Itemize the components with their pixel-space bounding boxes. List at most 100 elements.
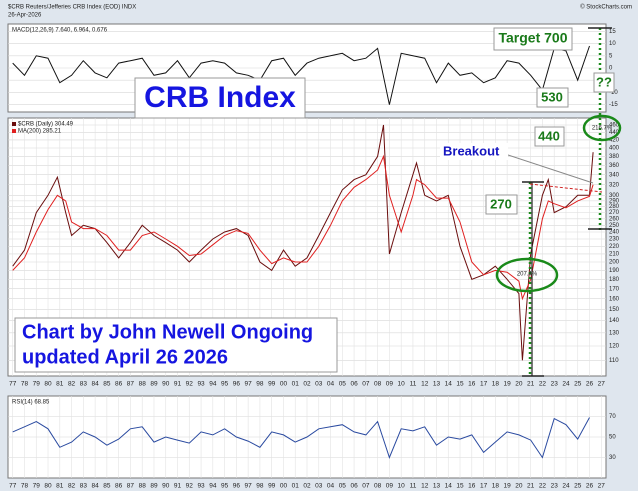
x-tick-label: 81 [56,483,64,490]
x-tick-label: 23 [551,483,559,490]
x-tick-label: 80 [44,483,52,490]
x-tick-label: 16 [468,381,476,388]
x-tick-label: 20 [515,381,523,388]
x-tick-label: 27 [598,381,606,388]
x-tick-label: 86 [115,381,123,388]
y-tick-label: 10 [609,41,616,47]
x-tick-label: 08 [374,483,382,490]
x-tick-label: 06 [350,483,358,490]
x-tick-label: 17 [480,381,488,388]
y-tick-label: 440 [609,130,620,136]
x-tick-label: 79 [33,483,41,490]
x-tick-label: 94 [209,381,217,388]
y-tick-label: 320 [609,182,620,188]
x-tick-label: 98 [256,381,264,388]
x-tick-label: 00 [280,381,288,388]
x-tick-label: 15 [456,381,464,388]
chart-title: $CRB Reuters/Jefferies CRB Index (EOD) I… [8,5,136,11]
x-tick-label: 85 [103,483,111,490]
legend-label: $CRB (Daily) 304.49 [18,122,74,128]
x-tick-label: 96 [233,381,241,388]
y-tick-label: 200 [609,260,620,266]
x-tick-label: 07 [362,381,370,388]
y-tick-label: 140 [609,318,620,324]
annotation: Chart by John Newell Ongoing [22,321,313,343]
y-tick-label: 460 [609,123,620,129]
x-tick-label: 16 [468,483,476,490]
x-tick-label: 84 [91,483,99,490]
x-tick-label: 94 [209,483,217,490]
x-tick-label: 83 [80,483,88,490]
x-tick-label: 99 [268,483,276,490]
x-tick-label: 95 [221,483,229,490]
x-tick-label: 14 [445,483,453,490]
y-tick-label: 50 [609,435,616,441]
x-tick-label: 24 [562,483,570,490]
x-tick-label: 06 [350,381,358,388]
y-tick-label: 70 [609,414,616,420]
label-box [534,126,565,147]
x-tick-label: 77 [9,483,17,490]
y-tick-label: 420 [609,138,620,144]
y-tick-label: 30 [609,455,616,461]
y-tick-label: 380 [609,154,620,160]
trend-line [529,183,603,193]
highlight-circle [582,114,622,142]
x-tick-label: 88 [139,381,147,388]
annotation: 530 [541,89,563,104]
x-tick-label: 92 [186,381,194,388]
x-tick-label: 91 [174,381,182,388]
y-tick-label: 150 [609,307,620,313]
y-tick-label: 5 [609,53,613,59]
x-tick-label: 21 [527,483,535,490]
y-tick-label: 220 [609,244,620,250]
x-tick-label: 24 [562,381,570,388]
y-tick-label: 180 [609,277,620,283]
x-tick-label: 82 [68,381,76,388]
y-tick-label: 130 [609,330,620,336]
y-tick-label: 160 [609,296,620,302]
credit-box [14,317,338,373]
x-tick-label: 91 [174,483,182,490]
x-tick-label: 13 [433,483,441,490]
y-tick-label: 190 [609,268,620,274]
x-tick-label: 18 [492,381,500,388]
annotation: CRB Index [144,81,296,114]
x-tick-label: 12 [421,381,429,388]
x-tick-label: 18 [492,483,500,490]
y-tick-label: -10 [609,90,618,96]
x-tick-label: 13 [433,381,441,388]
x-tick-label: 22 [539,483,547,490]
x-tick-label: 82 [68,483,76,490]
x-tick-label: 27 [598,483,606,490]
x-tick-label: 25 [574,483,582,490]
annotation: ?? [596,74,612,89]
x-tick-label: 19 [504,483,512,490]
x-tick-label: 26 [586,483,594,490]
annotation: Breakout [443,143,500,158]
label-box [593,72,615,93]
x-tick-label: 87 [127,483,135,490]
y-tick-label: 15 [609,29,616,35]
x-tick-label: 77 [9,381,17,388]
legend-swatch [12,122,16,126]
x-tick-label: 99 [268,381,276,388]
x-tick-label: 89 [150,381,158,388]
x-tick-label: 88 [139,483,147,490]
x-tick-label: 89 [150,483,158,490]
x-tick-label: 00 [280,483,288,490]
y-tick-label: 110 [609,358,619,364]
x-tick-label: 23 [551,381,559,388]
y-tick-label: 240 [609,230,620,236]
x-tick-label: 78 [21,483,29,490]
y-tick-label: 210 [609,252,620,258]
panels: -15-10-5051015MACD(12,26,9) 7.640, 6.964… [7,23,620,490]
annotation: 207.4% [517,272,538,278]
label-box [493,27,573,51]
y-tick-label: 280 [609,204,620,210]
x-tick-label: 12 [421,483,429,490]
x-tick-label: 87 [127,381,135,388]
x-tick-label: 22 [539,381,547,388]
y-tick-label: 300 [609,193,620,199]
